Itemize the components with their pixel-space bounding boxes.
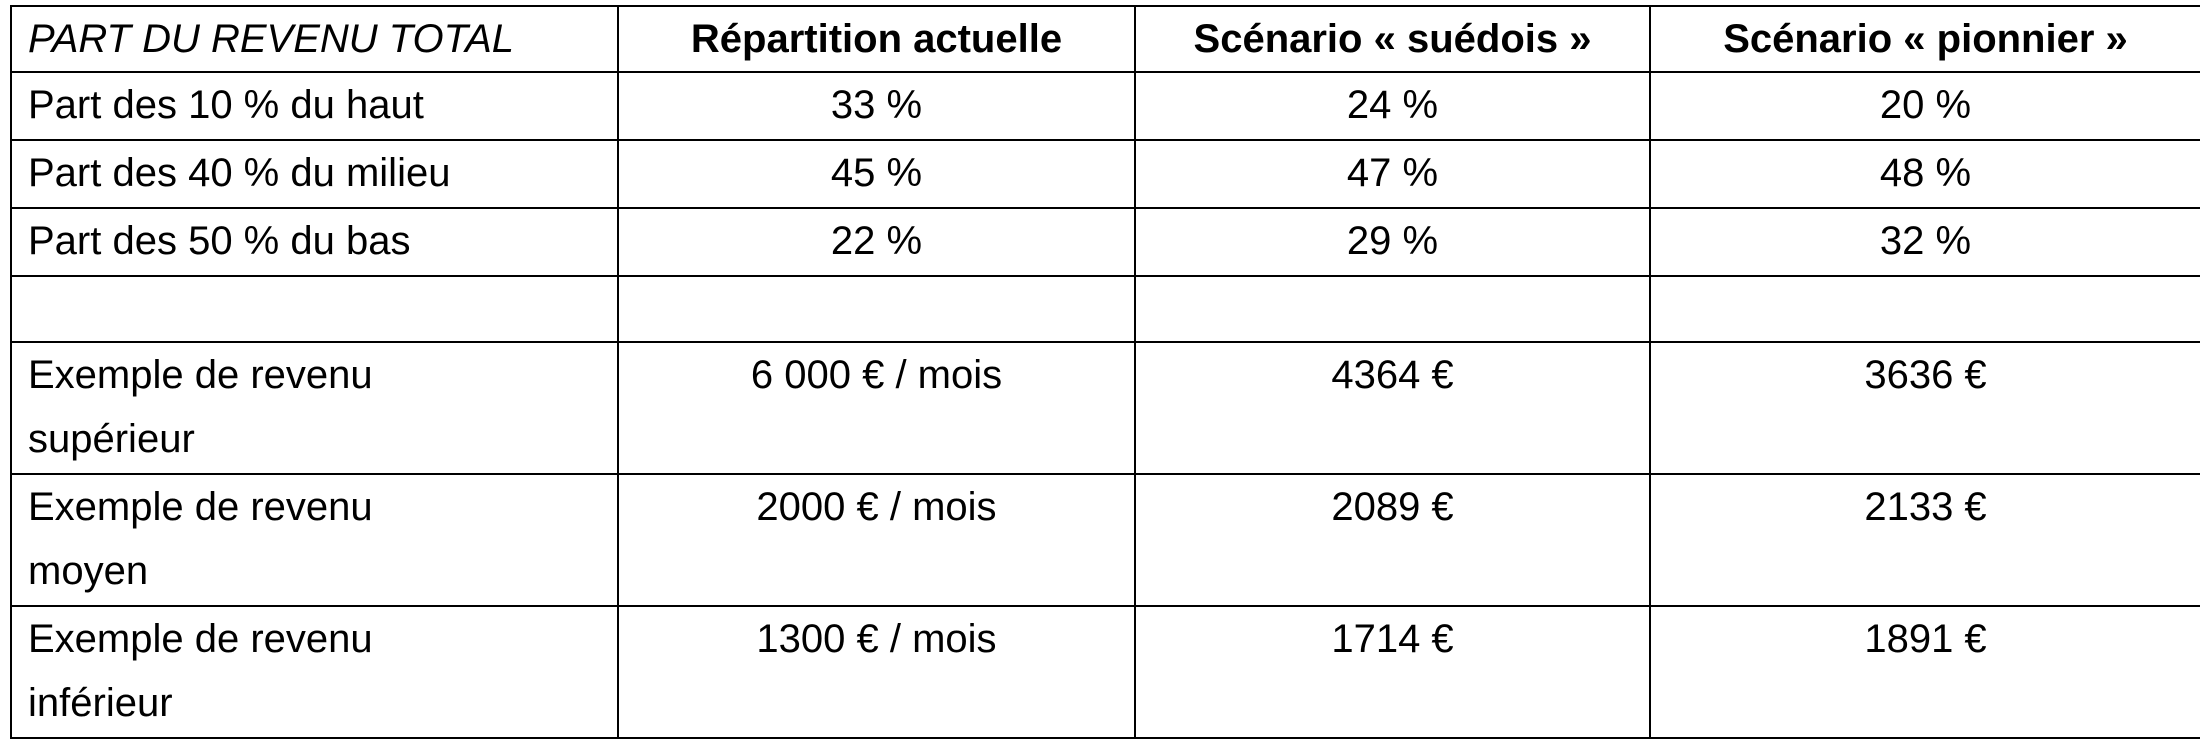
row-label-line: supérieur xyxy=(28,417,195,461)
table-cell: 24 % xyxy=(1134,71,1651,141)
table-cell: 32 % xyxy=(1649,207,2200,277)
empty-cell xyxy=(1649,275,2200,343)
row-label-line: moyen xyxy=(28,549,149,593)
header-row: PART DU REVENU TOTAL Répartition actuell… xyxy=(10,5,2200,73)
empty-cell xyxy=(10,275,619,343)
table-cell: 4364 € xyxy=(1134,341,1651,475)
table-cell: 1714 € xyxy=(1134,605,1651,739)
empty-cell xyxy=(1134,275,1651,343)
row-label-bottom-50: Part des 50 % du bas xyxy=(10,207,619,277)
table-cell: 47 % xyxy=(1134,139,1651,209)
table-cell: 3636 € xyxy=(1649,341,2200,475)
table-cell: 6 000 € / mois xyxy=(617,341,1136,475)
empty-cell xyxy=(617,275,1136,343)
column-header-swedish: Scénario « suédois » xyxy=(1134,5,1651,73)
table-row: Exemple de revenu moyen 2000 € / mois 208… xyxy=(10,473,2200,607)
table-cell: 2133 € xyxy=(1649,473,2200,607)
table-cell: 20 % xyxy=(1649,71,2200,141)
table-row: Exemple de revenu supérieur 6 000 € / moi… xyxy=(10,341,2200,475)
table-row: Part des 10 % du haut 33 % 24 % 20 % xyxy=(10,71,2200,141)
table-cell: 1300 € / mois xyxy=(617,605,1136,739)
table-row: Exemple de revenu inférieur 1300 € / mois… xyxy=(10,605,2200,739)
row-label-line: Exemple de revenu xyxy=(28,353,373,397)
row-label-top-10: Part des 10 % du haut xyxy=(10,71,619,141)
table-cell: 29 % xyxy=(1134,207,1651,277)
column-header-pioneer: Scénario « pionnier » xyxy=(1649,5,2200,73)
table-row: Part des 50 % du bas 22 % 29 % 32 % xyxy=(10,207,2200,277)
row-label-average-income: Exemple de revenu moyen xyxy=(10,473,619,607)
row-label-lower-income: Exemple de revenu inférieur xyxy=(10,605,619,739)
income-distribution-table: PART DU REVENU TOTAL Répartition actuell… xyxy=(10,5,2200,739)
row-label-line: inférieur xyxy=(28,681,173,725)
row-label-line: Exemple de revenu xyxy=(28,617,373,661)
row-label-middle-40: Part des 40 % du milieu xyxy=(10,139,619,209)
table-cell: 2000 € / mois xyxy=(617,473,1136,607)
table-row: Part des 40 % du milieu 45 % 47 % 48 % xyxy=(10,139,2200,209)
corner-header-cell: PART DU REVENU TOTAL xyxy=(10,5,619,73)
table-cell: 45 % xyxy=(617,139,1136,209)
row-label-line: Exemple de revenu xyxy=(28,485,373,529)
table-cell: 1891 € xyxy=(1649,605,2200,739)
column-header-current: Répartition actuelle xyxy=(617,5,1136,73)
table-cell: 2089 € xyxy=(1134,473,1651,607)
empty-spacer-row xyxy=(10,275,2200,343)
row-label-upper-income: Exemple de revenu supérieur xyxy=(10,341,619,475)
table-cell: 33 % xyxy=(617,71,1136,141)
table-cell: 48 % xyxy=(1649,139,2200,209)
table-cell: 22 % xyxy=(617,207,1136,277)
